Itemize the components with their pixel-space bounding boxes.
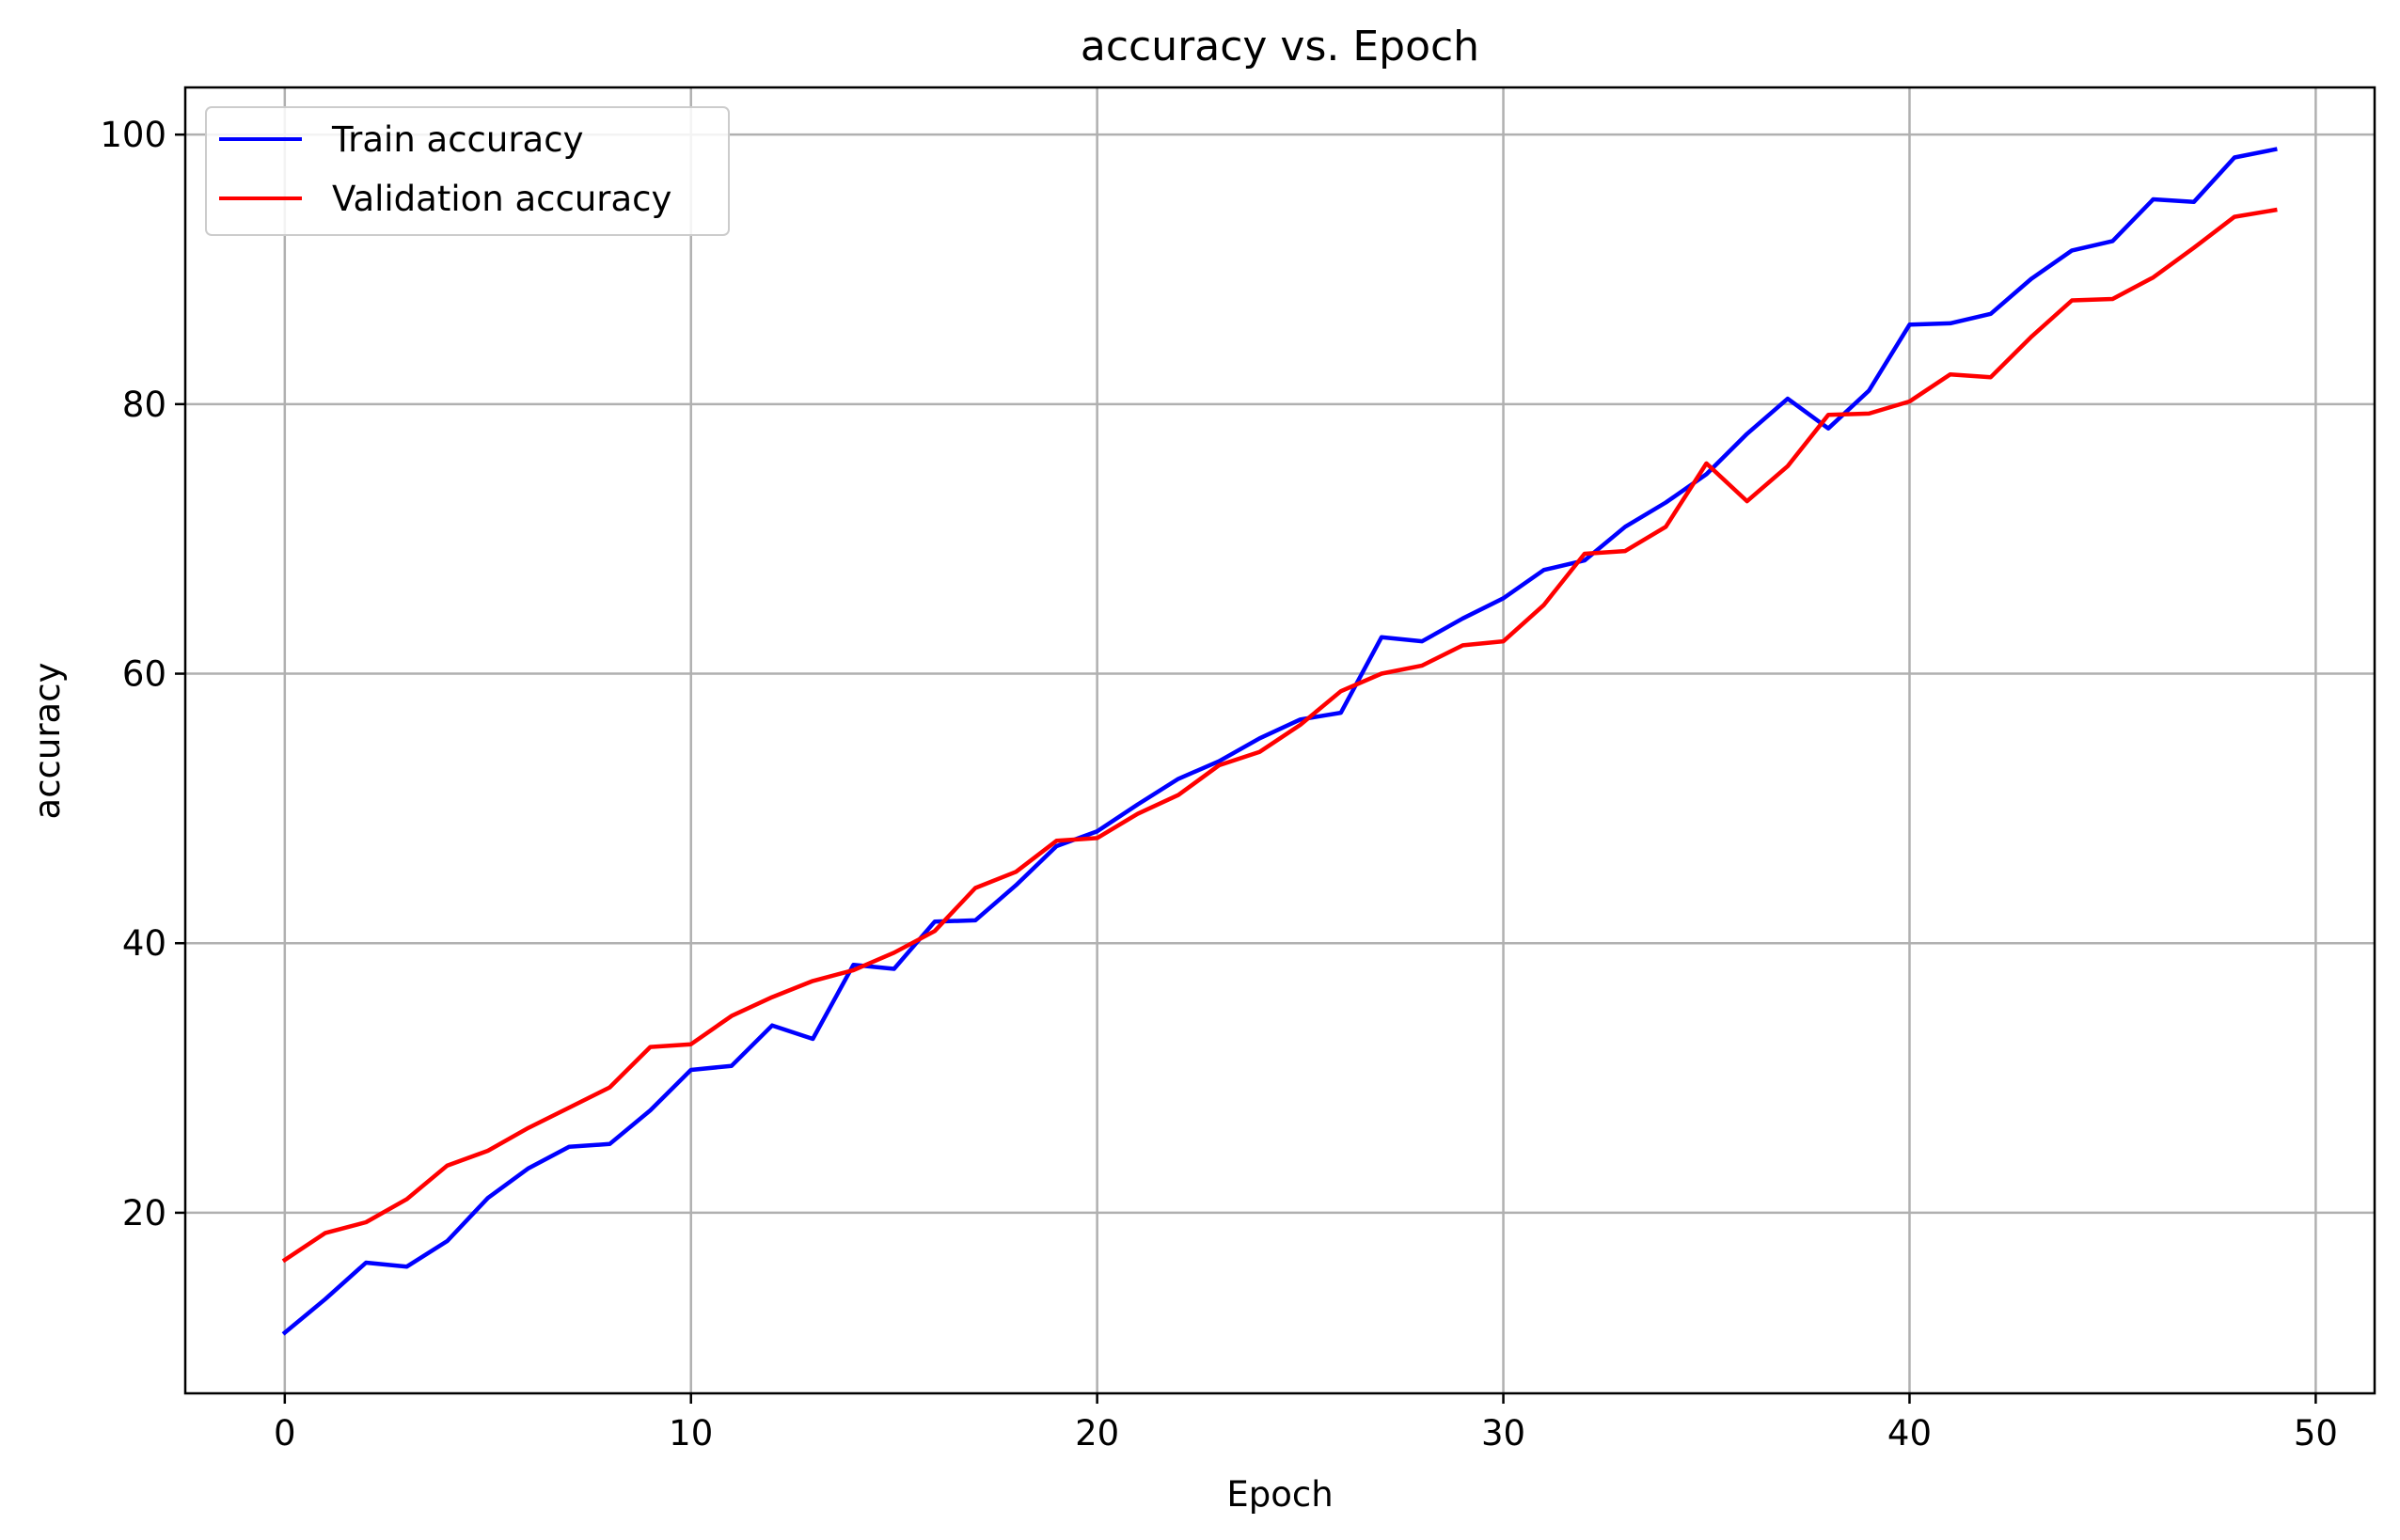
x-tick-label: 50 <box>2294 1413 2338 1454</box>
x-tick-label: 30 <box>1481 1413 1525 1454</box>
chart-title: accuracy vs. Epoch <box>1081 23 1479 71</box>
legend-label-train: Train accuracy <box>331 119 583 160</box>
validation-accuracy-line <box>281 207 2278 1264</box>
y-axis-label: accuracy <box>27 663 68 820</box>
y-tick-label: 20 <box>122 1193 166 1234</box>
y-tick-label: 40 <box>122 923 166 964</box>
x-tick-label: 20 <box>1075 1413 1119 1454</box>
train-accuracy-line <box>281 147 2278 1336</box>
y-tick-label: 60 <box>122 654 166 695</box>
series-lines <box>281 147 2278 1336</box>
y-tick-label: 100 <box>100 115 166 155</box>
axis-ticks: 0 10 20 30 40 50 20 40 60 80 100 <box>100 115 2338 1454</box>
grid-lines <box>185 87 2375 1393</box>
y-tick-label: 80 <box>122 385 166 425</box>
plot-frame <box>183 86 2376 1395</box>
legend: Train accuracy Validation accuracy <box>205 106 730 236</box>
x-tick-label: 40 <box>1887 1413 1932 1454</box>
legend-label-validation: Validation accuracy <box>332 179 671 219</box>
x-tick-label: 10 <box>669 1413 713 1454</box>
x-axis-label: Epoch <box>1226 1474 1333 1515</box>
legend-box <box>205 106 730 236</box>
x-tick-label: 0 <box>274 1413 296 1454</box>
